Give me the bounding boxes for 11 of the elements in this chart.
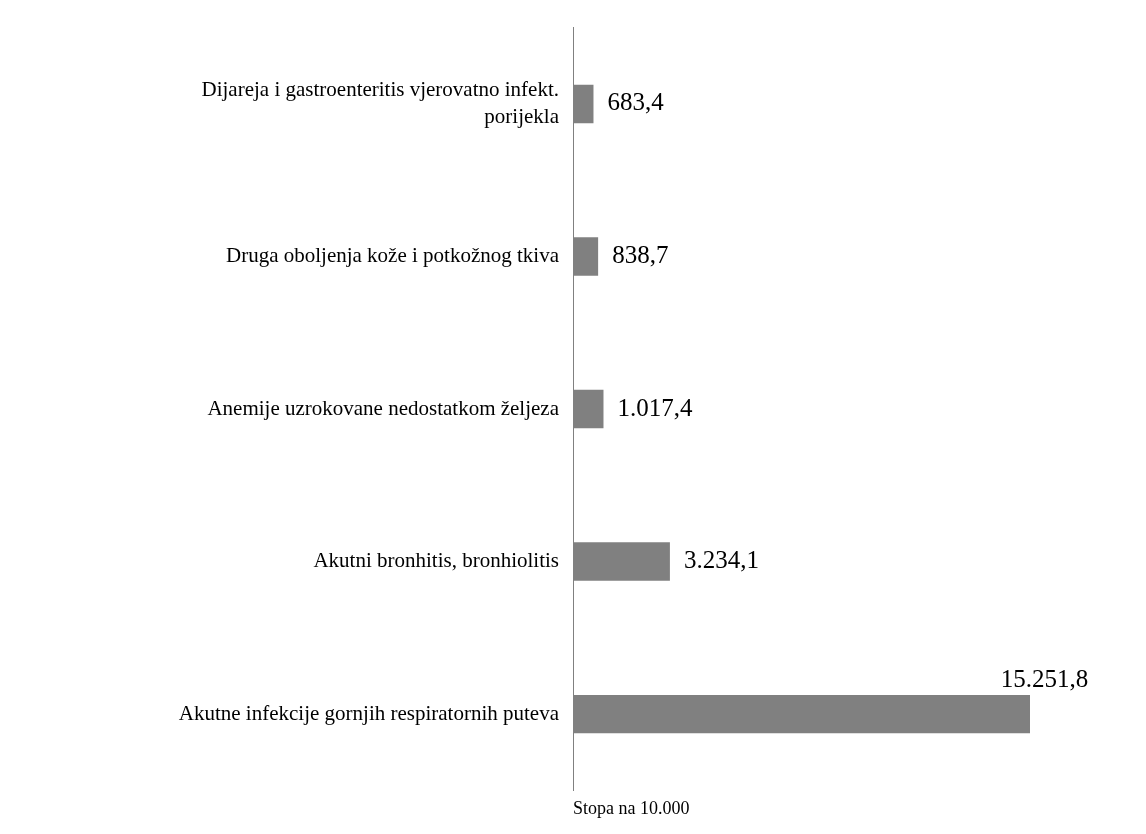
y-tick-label: Akutne infekcije gornjih respiratornih puteva (178, 700, 560, 725)
data-label: 683,4 (607, 88, 665, 116)
data-label: 838,7 (612, 241, 669, 269)
y-tick-label: Dijareja i gastroenteritis vjerovatno infekt. porijekla (201, 76, 560, 129)
data-label: 1.017,4 (617, 393, 693, 421)
y-tick-label: Anemije uzrokovane nedostatkom željeza (207, 395, 560, 420)
y-tick-label: Druga oboljenja kože i potkožnog tkiva (226, 242, 560, 267)
y-tick-label: Akutni bronhitis, bronhiolitis (313, 548, 559, 573)
x-axis-title: Stopa na 10.000 (573, 797, 690, 818)
data-label: 15.251,8 (1000, 664, 1089, 692)
data-label: 3.234,1 (683, 546, 759, 574)
